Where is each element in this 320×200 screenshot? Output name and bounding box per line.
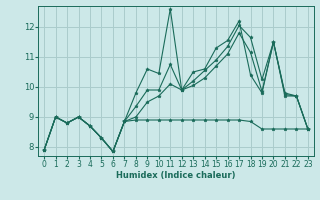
X-axis label: Humidex (Indice chaleur): Humidex (Indice chaleur) (116, 171, 236, 180)
